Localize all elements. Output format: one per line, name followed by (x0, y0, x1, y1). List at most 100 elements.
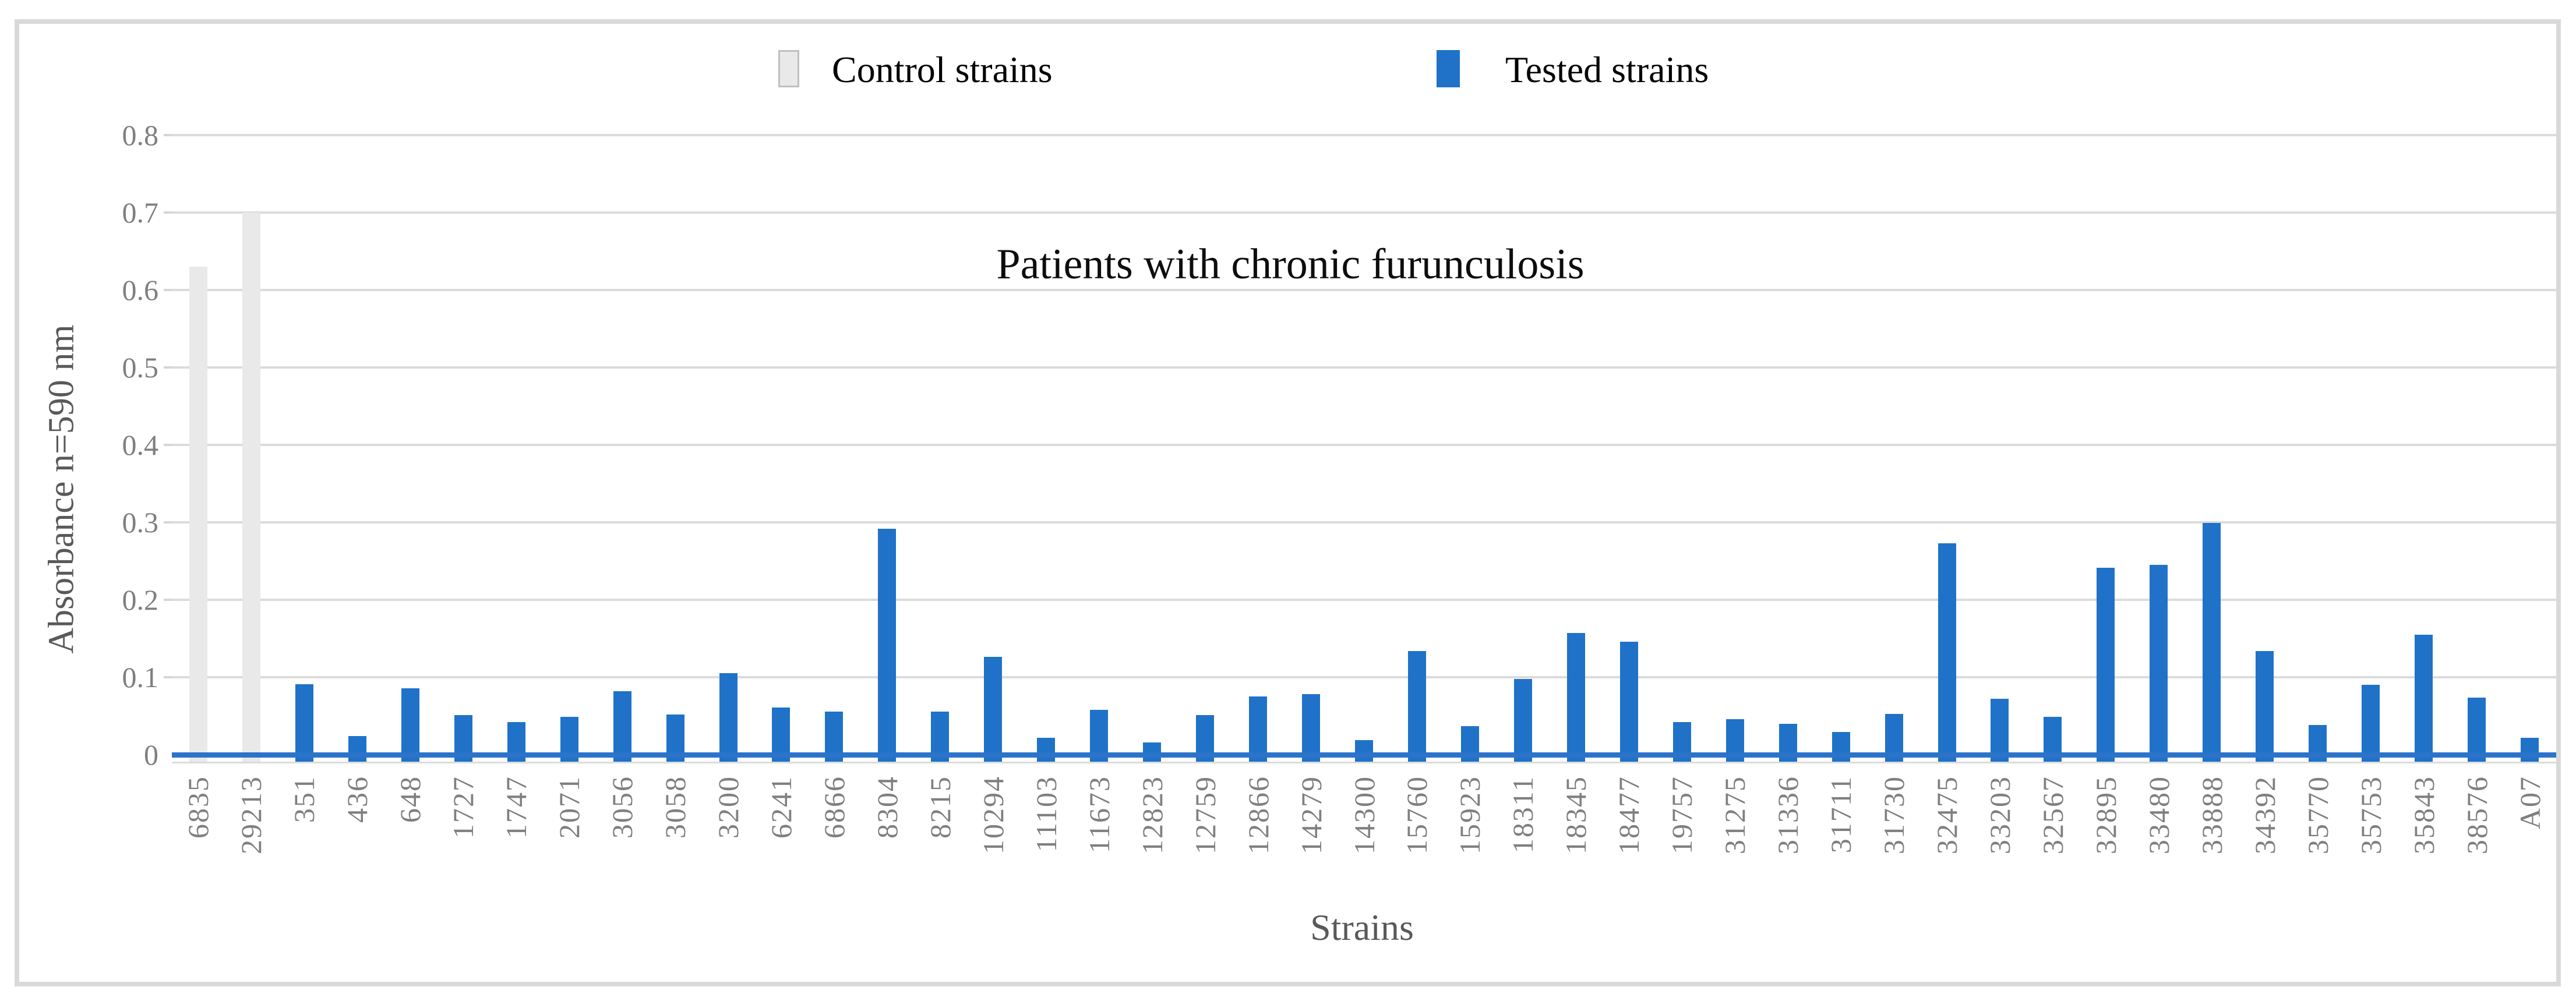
x-tick-label-18345: 18345 (1559, 776, 1593, 854)
x-tick-label-2071: 2071 (553, 776, 586, 839)
y-tick-mark-0.5 (164, 366, 172, 369)
x-tick-label-648: 648 (394, 776, 427, 823)
x-tick-label-29213: 29213 (235, 776, 268, 854)
bar-38576 (2468, 697, 2486, 762)
y-tick-label-0: 0 (144, 738, 158, 771)
x-tick-label-32567: 32567 (2036, 776, 2069, 854)
bar-33888 (2203, 523, 2221, 762)
legend-label-control-strains: Control strains (832, 49, 1053, 90)
x-tick-label-A07: A07 (2513, 776, 2546, 830)
bar-436 (348, 736, 366, 762)
x-tick-label-35770: 35770 (2301, 776, 2334, 854)
x-tick-label-14279: 14279 (1294, 776, 1328, 854)
bar-11103 (1037, 737, 1056, 762)
y-tick-mark-0.7 (164, 211, 172, 214)
x-tick-label-33888: 33888 (2195, 776, 2228, 854)
x-tick-label-31730: 31730 (1878, 776, 1911, 854)
legend-swatch-control-strains (778, 50, 799, 87)
y-tick-label-0.6: 0.6 (122, 274, 159, 306)
x-tick-label-3056: 3056 (606, 776, 639, 839)
x-tick-label-8215: 8215 (923, 776, 957, 839)
x-tick-label-19757: 19757 (1665, 776, 1699, 854)
bar-14300 (1355, 740, 1373, 762)
x-tick-label-33203: 33203 (1983, 776, 2016, 854)
figure-border (15, 19, 2561, 986)
bar-A07 (2521, 737, 2539, 762)
x-tick-label-3058: 3058 (659, 776, 692, 839)
x-tick-label-34392: 34392 (2248, 776, 2281, 854)
bar-18345 (1566, 633, 1585, 762)
x-tick-label-8304: 8304 (870, 776, 904, 839)
bar-648 (401, 688, 419, 762)
y-tick-label-0.1: 0.1 (122, 661, 159, 694)
x-tick-label-6835: 6835 (182, 776, 215, 839)
x-tick-label-11673: 11673 (1082, 776, 1116, 854)
x-tick-label-1747: 1747 (500, 776, 533, 839)
x-tick-label-15923: 15923 (1453, 776, 1487, 854)
bar-10294 (984, 657, 1003, 762)
gridline-0.2 (172, 599, 2556, 601)
x-tick-label-18477: 18477 (1612, 776, 1646, 854)
x-tick-label-6866: 6866 (817, 776, 851, 839)
bar-12866 (1249, 696, 1268, 762)
bar-15760 (1407, 650, 1426, 762)
x-tick-label-31275: 31275 (1718, 776, 1752, 854)
x-tick-label-1727: 1727 (447, 776, 480, 839)
gridline-0.1 (172, 676, 2556, 678)
y-tick-mark-0.3 (164, 521, 172, 524)
y-tick-label-0.5: 0.5 (122, 351, 159, 384)
x-tick-label-12759: 12759 (1188, 776, 1222, 854)
y-tick-mark-0.1 (164, 676, 172, 678)
bar-351 (295, 684, 313, 762)
x-tick-label-32475: 32475 (1931, 776, 1963, 854)
x-tick-label-3200: 3200 (712, 776, 745, 839)
x-tick-label-12866: 12866 (1241, 776, 1275, 854)
bar-12823 (1143, 742, 1162, 762)
bar-33480 (2150, 565, 2168, 762)
bar-34392 (2256, 650, 2274, 762)
gridline-0.6 (172, 289, 2556, 291)
bar-33203 (1991, 699, 2009, 762)
x-tick-label-31711: 31711 (1825, 776, 1858, 854)
bar-29213 (242, 213, 260, 762)
y-tick-label-0.7: 0.7 (122, 196, 159, 229)
x-axis-line (172, 752, 2556, 758)
y-tick-label-0.4: 0.4 (122, 429, 159, 461)
x-tick-label-33480: 33480 (2142, 776, 2175, 854)
gridline-0.8 (172, 134, 2556, 136)
legend-label-tested-strains: Tested strains (1505, 49, 1709, 90)
bar-8304 (878, 528, 897, 762)
x-tick-label-35753: 35753 (2354, 776, 2387, 854)
y-tick-label-0.2: 0.2 (122, 583, 159, 616)
bar-35843 (2415, 634, 2433, 762)
bar-6835 (189, 267, 207, 762)
y-tick-mark-0.6 (164, 289, 172, 291)
x-tick-label-31336: 31336 (1772, 776, 1805, 854)
y-tick-label-0.3: 0.3 (122, 506, 159, 539)
x-tick-label-32895: 32895 (2089, 776, 2122, 854)
bar-35753 (2362, 685, 2380, 762)
x-tick-label-35843: 35843 (2407, 776, 2440, 854)
x-tick-label-10294: 10294 (976, 776, 1010, 854)
x-tick-label-18311: 18311 (1506, 776, 1540, 854)
x-tick-label-351: 351 (288, 776, 321, 823)
bar-3056 (613, 691, 631, 762)
x-tick-label-14300: 14300 (1347, 776, 1381, 854)
bar-14279 (1302, 694, 1321, 762)
x-axis-title: Strains (1310, 907, 1414, 948)
x-tick-label-436: 436 (341, 776, 374, 823)
y-tick-mark-0.8 (164, 134, 172, 136)
x-tick-label-15760: 15760 (1400, 776, 1434, 854)
legend-swatch-tested-strains (1437, 50, 1460, 87)
y-tick-mark-0.2 (164, 599, 172, 601)
bar-32475 (1938, 543, 1956, 762)
x-tick-label-12823: 12823 (1135, 776, 1169, 854)
bar-32895 (2097, 568, 2115, 762)
y-tick-label-0.8: 0.8 (122, 119, 159, 151)
x-tick-label-38576: 38576 (2460, 776, 2493, 854)
gridline-0.7 (172, 211, 2556, 214)
bar-18311 (1513, 678, 1532, 762)
x-tick-label-6241: 6241 (764, 776, 797, 839)
gridline-0.3 (172, 521, 2556, 524)
